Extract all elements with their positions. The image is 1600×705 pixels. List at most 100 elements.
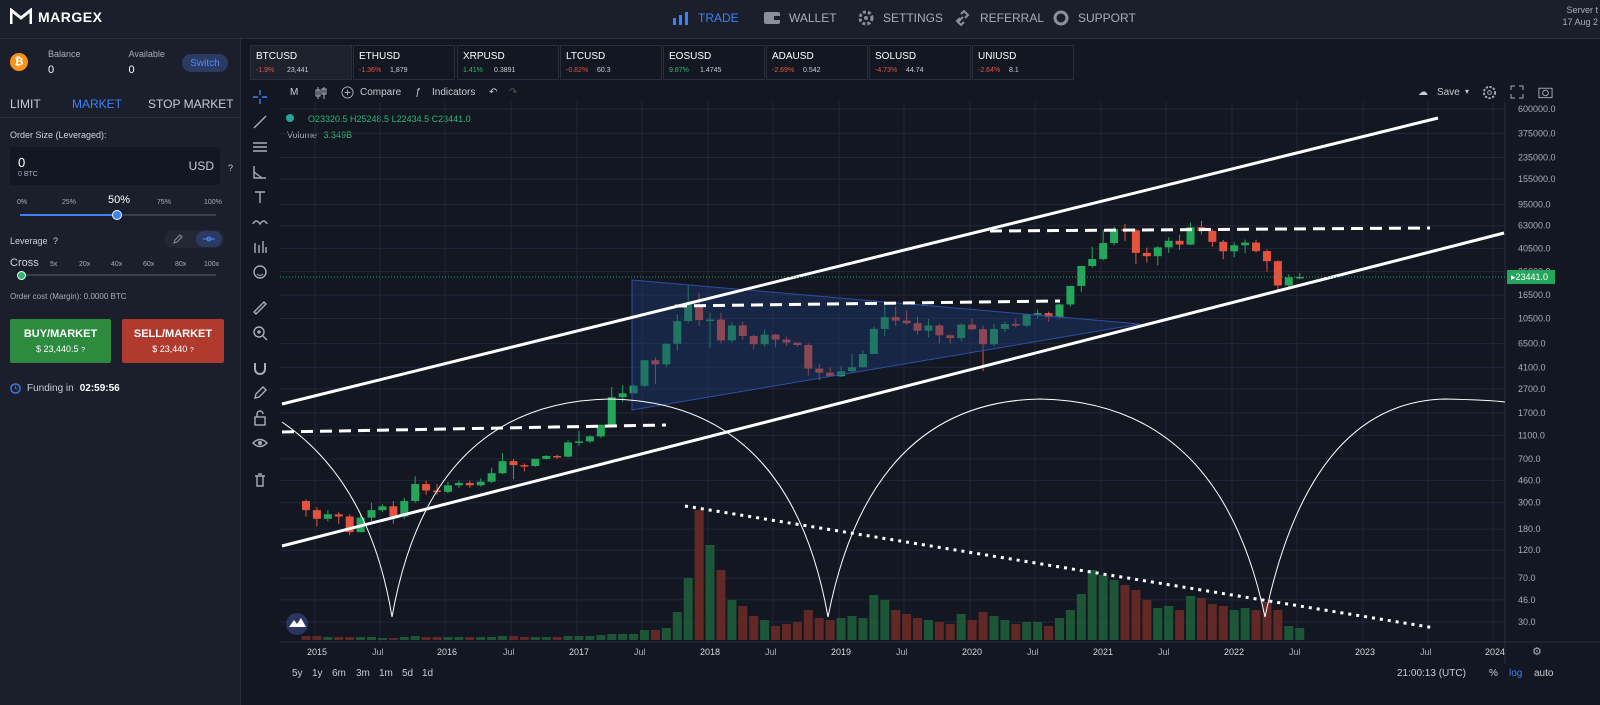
percent-0[interactable]: 0% xyxy=(17,199,28,206)
candle-body[interactable] xyxy=(487,473,496,482)
candle-body[interactable] xyxy=(465,482,474,486)
candle-body[interactable] xyxy=(738,325,747,336)
leverage-80x[interactable]: 80x xyxy=(175,261,187,268)
nav-settings[interactable]: SETTINGS xyxy=(857,10,943,26)
range-1y[interactable]: 1y xyxy=(312,668,323,679)
candle-body[interactable] xyxy=(935,325,944,336)
tab-market[interactable]: MARKET xyxy=(72,97,123,111)
candle-body[interactable] xyxy=(1022,314,1031,326)
ticker-adausd[interactable]: ADAUSD -2.69% 0.542 xyxy=(766,45,868,80)
candle-body[interactable] xyxy=(367,510,376,518)
ticker-eosusd[interactable]: EOSUSD 9.87% 1.4745 xyxy=(663,45,765,80)
candle-body[interactable] xyxy=(542,455,551,459)
candle-body[interactable] xyxy=(1186,227,1195,245)
percent-50[interactable]: 50% xyxy=(108,194,131,206)
candle-body[interactable] xyxy=(815,368,824,373)
candle-body[interactable] xyxy=(902,320,911,324)
candle-body[interactable] xyxy=(476,481,485,486)
candle-body[interactable] xyxy=(924,325,933,331)
percent-75[interactable]: 75% xyxy=(157,199,172,206)
candle-body[interactable] xyxy=(422,484,431,491)
leverage-mode-toggle[interactable] xyxy=(164,230,224,248)
ticker-uniusd[interactable]: UNIUSD -2.64% 8.1 xyxy=(972,45,1074,80)
crosshair-icon[interactable] xyxy=(252,89,268,105)
lock-icon[interactable] xyxy=(252,410,268,426)
ruler-icon[interactable] xyxy=(252,300,268,316)
zoom-in-icon[interactable] xyxy=(252,325,268,341)
candle-body[interactable] xyxy=(695,304,704,321)
candle-body[interactable] xyxy=(1230,245,1239,252)
candle-body[interactable] xyxy=(498,461,507,474)
candle-body[interactable] xyxy=(618,393,627,398)
candle-body[interactable] xyxy=(913,323,922,331)
candle-body[interactable] xyxy=(1284,277,1293,286)
emoji-icon[interactable] xyxy=(252,264,268,280)
candle-body[interactable] xyxy=(1142,252,1151,257)
chart-settings-gear-icon[interactable] xyxy=(1482,85,1497,100)
candle-body[interactable] xyxy=(1077,265,1086,286)
ticker-xrpusd[interactable]: XRPUSD 1.41% 0.3891 xyxy=(457,45,559,80)
nav-wallet[interactable]: WALLET xyxy=(763,10,837,26)
leverage-5x[interactable]: 5x xyxy=(50,261,58,268)
slider-mode-button[interactable] xyxy=(196,231,222,247)
buy-help-icon[interactable]: ? xyxy=(81,347,85,354)
candle-body[interactable] xyxy=(651,360,660,365)
candle-body[interactable] xyxy=(1153,247,1162,257)
candle-body[interactable] xyxy=(312,510,321,519)
range-1d[interactable]: 1d xyxy=(422,668,434,679)
compare-button[interactable]: Compare xyxy=(360,87,402,98)
candle-body[interactable] xyxy=(640,360,649,386)
range-5y[interactable]: 5y xyxy=(292,668,303,679)
percent-25[interactable]: 25% xyxy=(62,199,77,206)
candle-body[interactable] xyxy=(1208,230,1217,242)
range-6m[interactable]: 6m xyxy=(332,668,346,679)
log-scale-toggle[interactable]: log xyxy=(1509,668,1523,679)
indicators-button[interactable]: Indicators xyxy=(432,87,476,98)
candle-body[interactable] xyxy=(575,441,583,443)
undo-icon[interactable]: ↶ xyxy=(489,87,498,98)
candle-body[interactable] xyxy=(1219,241,1228,252)
camera-icon[interactable] xyxy=(1538,85,1553,99)
axis-settings-icon[interactable]: ⚙ xyxy=(1532,645,1542,658)
candle-body[interactable] xyxy=(389,506,398,517)
candle-body[interactable] xyxy=(400,501,409,517)
candle-body[interactable] xyxy=(1088,259,1097,266)
ticker-solusd[interactable]: SOLUSD -4.73% 44.74 xyxy=(869,45,971,80)
candle-body[interactable] xyxy=(957,324,966,339)
candle-body[interactable] xyxy=(564,442,573,457)
percent-scale-toggle[interactable]: % xyxy=(1489,668,1498,679)
candle-body[interactable] xyxy=(454,482,463,486)
candle-body[interactable] xyxy=(989,328,998,345)
candle-body[interactable] xyxy=(782,339,791,343)
sell-help-icon[interactable]: ? xyxy=(189,347,194,354)
candle-body[interactable] xyxy=(891,317,900,321)
trash-icon[interactable] xyxy=(252,472,268,488)
interval-button[interactable]: M xyxy=(290,87,299,98)
pattern-icon[interactable] xyxy=(252,214,268,230)
candle-body[interactable] xyxy=(323,514,332,519)
draw-mode-icon[interactable] xyxy=(252,385,268,401)
candle-body[interactable] xyxy=(1066,285,1075,305)
nav-support[interactable]: SUPPORT xyxy=(1052,10,1136,26)
candle-body[interactable] xyxy=(848,367,856,372)
nav-referral[interactable]: REFERRAL xyxy=(954,10,1044,26)
candle-body[interactable] xyxy=(585,436,594,442)
order-size-input[interactable]: 0 0 BTC USD xyxy=(10,147,220,185)
candle-body[interactable] xyxy=(1033,313,1042,315)
candle-body[interactable] xyxy=(1295,276,1304,279)
candle-body[interactable] xyxy=(629,385,638,394)
indicators-icon[interactable]: ƒ xyxy=(415,87,421,98)
candle-body[interactable] xyxy=(1011,324,1020,326)
candle-body[interactable] xyxy=(662,343,671,365)
candle-body[interactable] xyxy=(553,455,562,458)
pencil-icon[interactable] xyxy=(172,233,184,245)
candle-body[interactable] xyxy=(596,424,605,437)
leverage-20x[interactable]: 20x xyxy=(79,261,91,268)
candle-body[interactable] xyxy=(727,325,736,341)
save-dropdown-icon[interactable]: ▾ xyxy=(1465,87,1470,96)
add-compare-icon[interactable] xyxy=(341,86,354,99)
candle-body[interactable] xyxy=(509,461,518,466)
candle-body[interactable] xyxy=(880,317,889,329)
range-3m[interactable]: 3m xyxy=(356,668,370,679)
candle-body[interactable] xyxy=(869,328,878,354)
